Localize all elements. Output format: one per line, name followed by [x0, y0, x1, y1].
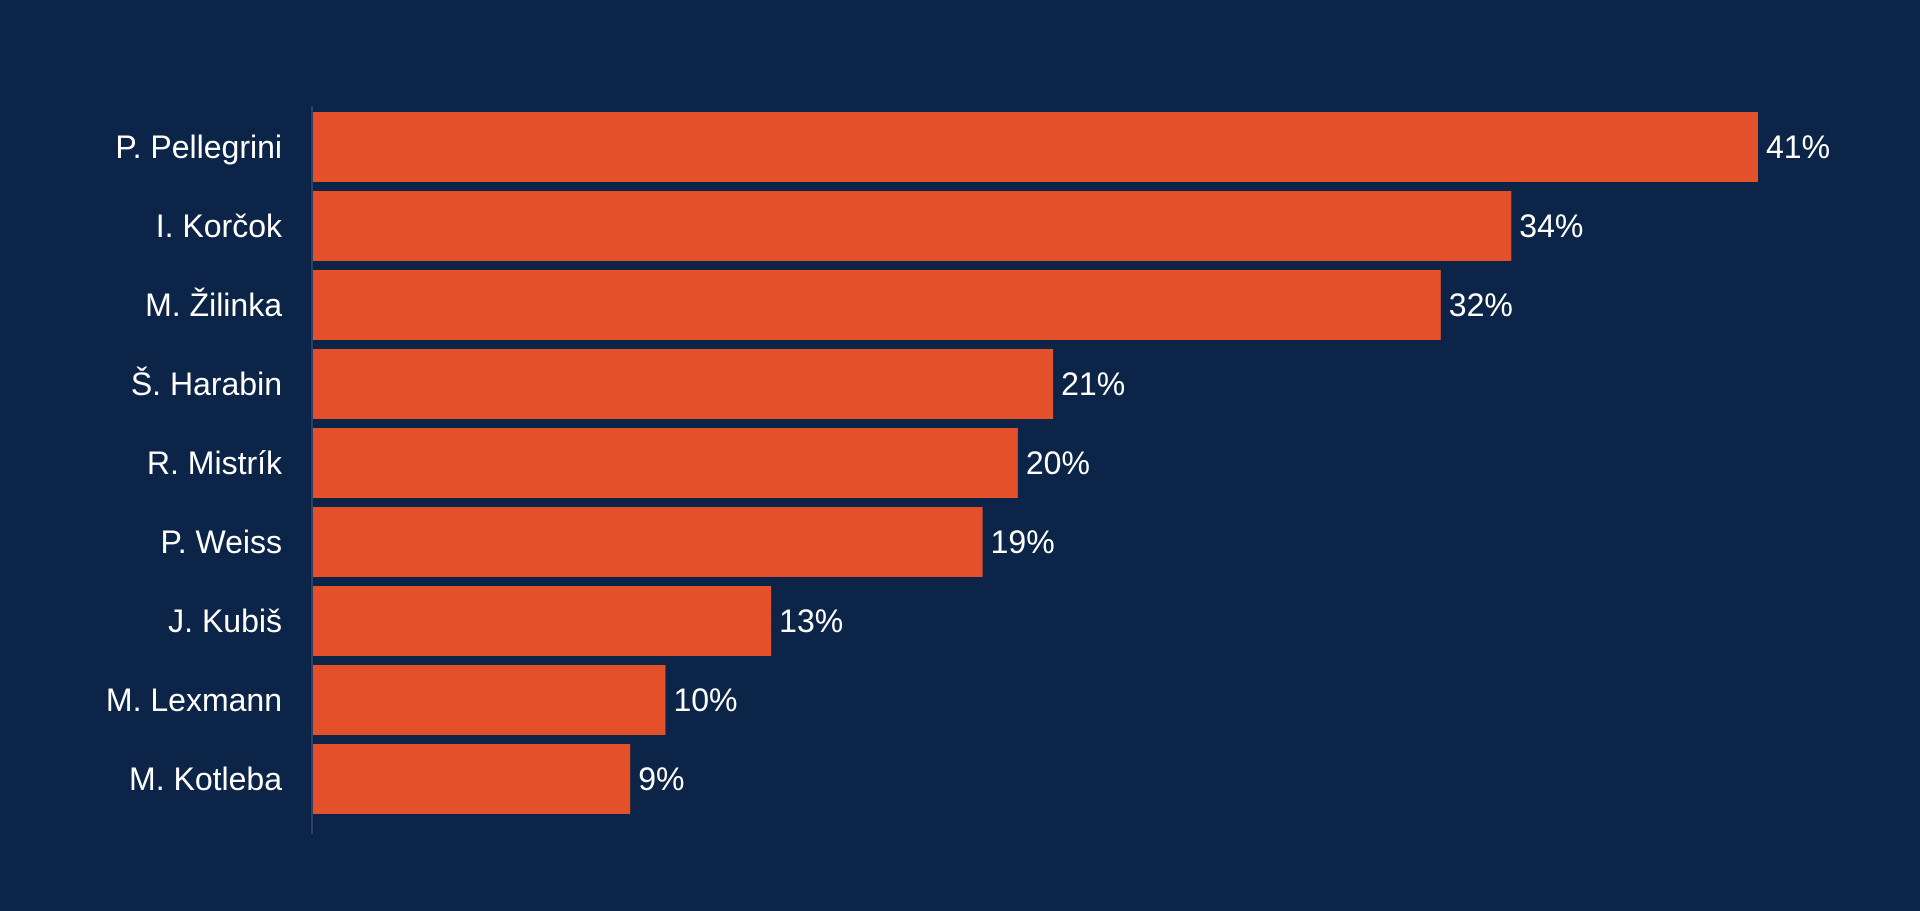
value-label-4: 20% [1026, 445, 1090, 481]
category-labels: P. Pellegrini I. Korčok M. Žilinka Š. Harab… [106, 129, 283, 797]
bar-7 [313, 665, 666, 735]
category-label-4: R. Mistrík [147, 445, 283, 481]
value-label-6: 13% [779, 603, 843, 639]
category-label-3: Š. Harabin [131, 366, 282, 402]
bar-8 [313, 744, 631, 814]
bar-2 [313, 270, 1441, 340]
bar-4 [313, 428, 1018, 498]
bar-6 [313, 586, 772, 656]
value-label-8: 9% [638, 761, 684, 797]
value-label-0: 41% [1766, 129, 1830, 165]
category-label-0: P. Pellegrini [115, 129, 282, 165]
bar-5 [313, 507, 983, 577]
bar-0 [313, 112, 1758, 182]
value-label-3: 21% [1061, 366, 1125, 402]
category-label-2: M. Žilinka [145, 287, 282, 323]
value-label-2: 32% [1449, 287, 1513, 323]
bars-group [313, 112, 1758, 814]
category-label-8: M. Kotleba [129, 761, 282, 797]
value-label-5: 19% [991, 524, 1055, 560]
value-label-1: 34% [1519, 208, 1583, 244]
value-labels: 41% 34% 32% 21% 20% 19% 13% 10% 9% [638, 129, 1830, 797]
category-label-5: P. Weiss [160, 524, 282, 560]
value-label-7: 10% [673, 682, 737, 718]
bar-1 [313, 191, 1512, 261]
category-label-1: I. Korčok [156, 208, 283, 244]
category-label-6: J. Kubiš [168, 603, 282, 639]
bar-3 [313, 349, 1054, 419]
category-label-7: M. Lexmann [106, 682, 282, 718]
